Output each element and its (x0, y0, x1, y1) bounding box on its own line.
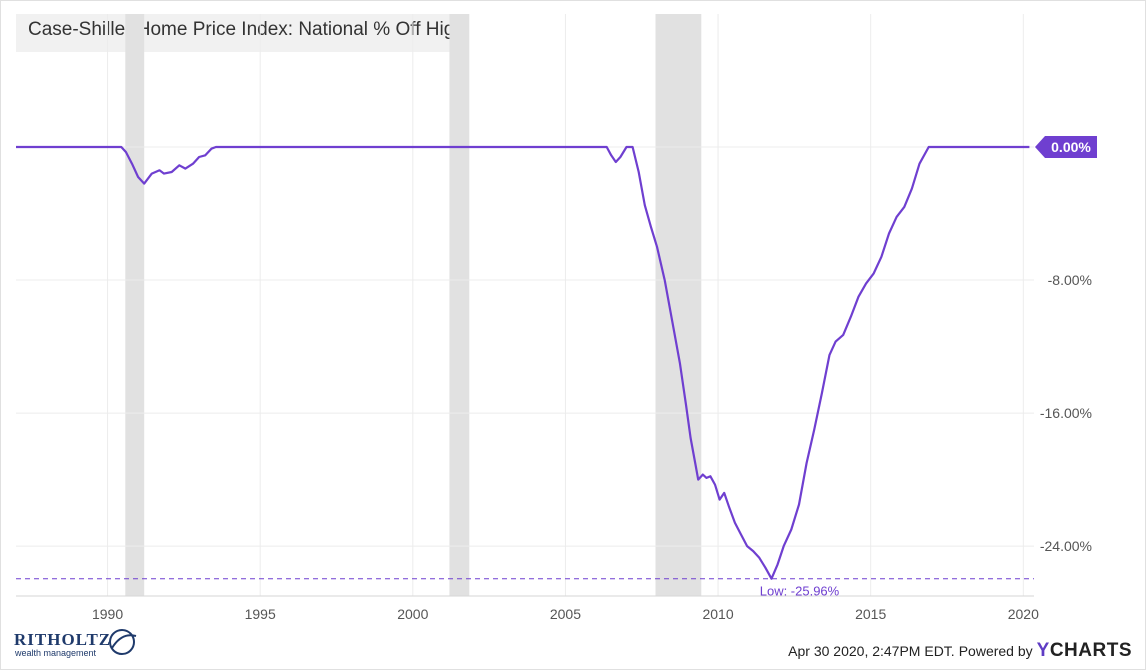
last-value-label: 0.00% (1051, 139, 1091, 155)
footer-timestamp: Apr 30 2020, 2:47PM EDT. (788, 643, 955, 659)
y-tick-label--8: -8.00% (1048, 272, 1092, 288)
x-tick-label-2020: 2020 (1008, 606, 1039, 622)
ycharts-brand-y: Y (1036, 640, 1050, 661)
x-tick-label-2000: 2000 (397, 606, 428, 622)
footer-powered-by: Powered by (958, 643, 1033, 659)
x-tick-label-1995: 1995 (245, 606, 276, 622)
footer: Apr 30 2020, 2:47PM EDT. Powered by YCHA… (788, 640, 1132, 662)
recession-band-0 (125, 14, 145, 596)
low-label: Low: -25.96% (760, 584, 840, 599)
series-line-0 (16, 145, 1030, 580)
y-tick-label--16: -16.00% (1040, 405, 1092, 421)
recession-band-2 (655, 14, 702, 596)
x-tick-label-2010: 2010 (702, 606, 733, 622)
logo-emblem-icon (109, 629, 137, 655)
logo-subtitle: wealth management (15, 648, 97, 658)
x-tick-label-2005: 2005 (550, 606, 581, 622)
recession-band-1 (449, 14, 470, 596)
ycharts-brand-rest: CHARTS (1049, 640, 1132, 661)
title-box (16, 14, 456, 52)
y-tick-label--24: -24.00% (1040, 538, 1092, 554)
ycharts-brand[interactable]: YCHARTS (1037, 640, 1132, 662)
last-value-badge (1035, 136, 1097, 159)
x-tick-label-1990: 1990 (92, 606, 123, 622)
logo-name: RITHOLTZ (14, 630, 112, 649)
x-tick-label-2015: 2015 (855, 606, 886, 622)
ritholtz-logo: RITHOLTZ wealth management (14, 626, 144, 662)
